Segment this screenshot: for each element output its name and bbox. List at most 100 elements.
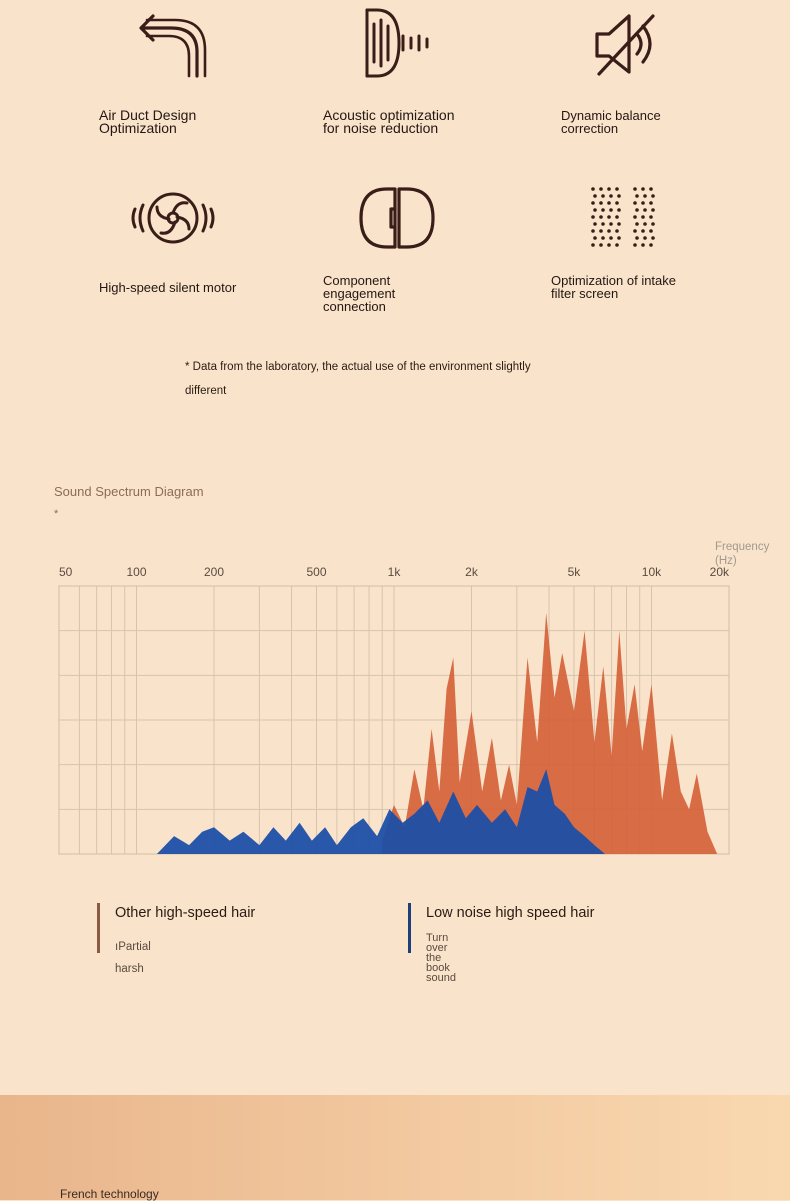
series-other-area <box>382 612 718 854</box>
filter-dot <box>615 243 619 247</box>
filter-dot <box>615 229 619 233</box>
legend-name: Low noise high speed hair <box>426 905 595 921</box>
filter-dot <box>599 201 603 205</box>
filter-dot <box>641 229 645 233</box>
filter-dot <box>641 243 645 247</box>
filter-dot <box>643 222 647 226</box>
frequency-label: Frequency (Hz) <box>715 541 770 567</box>
filter-dot <box>633 187 637 191</box>
filter-dot <box>635 222 639 226</box>
filter-dot <box>649 215 653 219</box>
filter-dot <box>633 215 637 219</box>
filter-dot <box>593 194 597 198</box>
filter-dot <box>607 243 611 247</box>
filter-dot <box>607 201 611 205</box>
filter-dot <box>649 229 653 233</box>
x-tick-label: 10k <box>642 565 662 579</box>
x-tick-labels: 50 100 200 500 1k 2k 5k 10k 20k <box>59 565 730 579</box>
filter-dot <box>643 236 647 240</box>
chart-series <box>156 612 718 854</box>
feature-label: Dynamic balance correction <box>561 108 661 136</box>
filter-dot <box>601 194 605 198</box>
filter-screen-icon <box>587 185 661 254</box>
legend-swatch <box>408 903 411 953</box>
feature-label: Optimization of intake filter screen <box>551 273 677 301</box>
filter-dot <box>641 215 645 219</box>
banner-text: French technology <box>60 1187 159 1201</box>
filter-dot <box>591 229 595 233</box>
filter-dot <box>643 208 647 212</box>
filter-dot <box>609 236 613 240</box>
filter-dot <box>641 187 645 191</box>
legend-desc: ıPartial harsh <box>115 941 151 975</box>
filter-dot <box>599 215 603 219</box>
filter-dot <box>615 201 619 205</box>
filter-dot <box>609 208 613 212</box>
filter-dot <box>593 208 597 212</box>
sound-wave-icon <box>363 6 435 85</box>
spectrum-title: Sound Spectrum Diagram <box>54 484 204 499</box>
filter-dot <box>617 194 621 198</box>
filter-dot <box>615 215 619 219</box>
filter-dot <box>651 208 655 212</box>
filter-dot <box>609 222 613 226</box>
filter-dot <box>591 243 595 247</box>
filter-dot <box>635 208 639 212</box>
filter-dot <box>601 208 605 212</box>
filter-dot <box>599 229 603 233</box>
filter-dot <box>635 194 639 198</box>
feature-label: Component engagement connection <box>323 273 396 314</box>
filter-dot <box>591 201 595 205</box>
legend-desc: Turn over the book sound <box>426 932 456 984</box>
x-tick-label: 1k <box>388 565 402 579</box>
filter-dot <box>609 194 613 198</box>
x-tick-label: 5k <box>568 565 582 579</box>
filter-dot <box>591 215 595 219</box>
filter-dot <box>641 201 645 205</box>
filter-dot <box>649 201 653 205</box>
filter-dot <box>633 201 637 205</box>
x-tick-label: 200 <box>204 565 224 579</box>
x-tick-label: 50 <box>59 565 73 579</box>
filter-dot <box>607 215 611 219</box>
arrow-return-icon <box>137 8 207 85</box>
legend-name: Other high-speed hair <box>115 905 256 921</box>
filter-dot <box>635 236 639 240</box>
filter-dot <box>643 194 647 198</box>
filter-dot <box>591 187 595 191</box>
legend-swatch <box>97 903 100 953</box>
filter-dot <box>651 222 655 226</box>
filter-dot <box>617 236 621 240</box>
filter-dot <box>599 243 603 247</box>
connector-icon <box>357 185 437 256</box>
filter-dot <box>651 194 655 198</box>
filter-dot <box>607 229 611 233</box>
filter-dot <box>599 187 603 191</box>
filter-dot <box>633 229 637 233</box>
filter-dot <box>601 236 605 240</box>
filter-dot <box>649 187 653 191</box>
filter-dot <box>615 187 619 191</box>
feature-label: Acoustic optimization for noise reductio… <box>323 107 455 136</box>
sound-spectrum-chart: 50 100 200 500 1k 2k 5k 10k 20k <box>58 565 730 855</box>
x-tick-label: 500 <box>306 565 326 579</box>
filter-dot <box>649 243 653 247</box>
bottom-banner: French technology <box>0 1095 790 1201</box>
spectrum-star: * <box>54 508 59 520</box>
filter-dot <box>633 243 637 247</box>
series-low-noise-area <box>156 769 605 854</box>
filter-dot <box>651 236 655 240</box>
feature-label: High-speed silent motor <box>99 280 237 295</box>
fan-motor-icon <box>129 183 217 258</box>
filter-dot <box>617 222 621 226</box>
filter-dot <box>593 236 597 240</box>
muted-speaker-icon <box>591 10 663 85</box>
x-tick-label: 2k <box>465 565 479 579</box>
x-tick-label: 20k <box>710 565 730 579</box>
filter-dot <box>607 187 611 191</box>
lab-note: * Data from the laboratory, the actual u… <box>185 361 531 397</box>
x-tick-label: 100 <box>126 565 146 579</box>
filter-dot <box>601 222 605 226</box>
feature-label: Air Duct Design Optimization <box>99 107 197 136</box>
filter-dot <box>593 222 597 226</box>
